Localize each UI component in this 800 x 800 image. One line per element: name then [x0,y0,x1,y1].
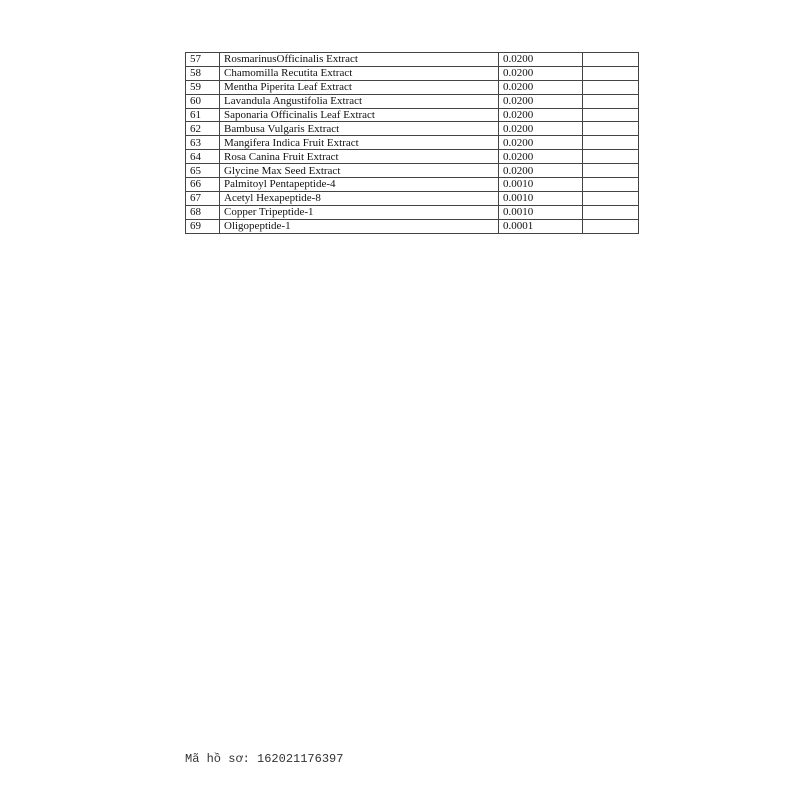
concentration: 0.0200 [498,93,583,109]
ingredient-name: Rosa Canina Fruit Extract [219,149,499,165]
table-row: 58 Chamomilla Recutita Extract 0.0200 [185,65,639,81]
concentration: 0.0010 [498,190,583,206]
ingredient-name: Glycine Max Seed Extract [219,163,499,179]
row-number: 69 [185,218,220,234]
concentration: 0.0200 [498,52,583,67]
row-number: 67 [185,190,220,206]
row-number: 58 [185,65,220,81]
ingredient-name: Palmitoyl Pentapeptide-4 [219,177,499,192]
concentration: 0.0200 [498,107,583,123]
concentration: 0.0001 [498,218,583,234]
table-row: 57 RosmarinusOfficinalis Extract 0.0200 [185,52,639,67]
concentration: 0.0200 [498,149,583,165]
concentration: 0.0200 [498,163,583,179]
ingredients-table: 57 RosmarinusOfficinalis Extract 0.0200 58 C… [185,52,639,234]
empty-cell [582,93,639,109]
empty-cell [582,121,639,137]
ingredient-name: Copper Tripeptide-1 [219,204,499,220]
row-number: 59 [185,79,220,95]
table-row: 64 Rosa Canina Fruit Extract 0.0200 [185,149,639,165]
empty-cell [582,52,639,67]
empty-cell [582,107,639,123]
table-row: 67 Acetyl Hexapeptide-8 0.0010 [185,190,639,206]
row-number: 57 [185,52,220,67]
row-number: 63 [185,135,220,151]
row-number: 66 [185,177,220,192]
row-number: 64 [185,149,220,165]
table-row: 68 Copper Tripeptide-1 0.0010 [185,204,639,220]
row-number: 61 [185,107,220,123]
row-number: 68 [185,204,220,220]
table-row: 61 Saponaria Officinalis Leaf Extract 0.02… [185,107,639,123]
empty-cell [582,190,639,206]
ingredient-name: Lavandula Angustifolia Extract [219,93,499,109]
table-row: 66 Palmitoyl Pentapeptide-4 0.0010 [185,177,639,192]
table-row: 62 Bambusa Vulgaris Extract 0.0200 [185,121,639,137]
row-number: 65 [185,163,220,179]
concentration: 0.0200 [498,79,583,95]
ingredient-name: Bambusa Vulgaris Extract [219,121,499,137]
row-number: 60 [185,93,220,109]
ingredient-name: Mangifera Indica Fruit Extract [219,135,499,151]
concentration: 0.0200 [498,135,583,151]
ingredient-name: Acetyl Hexapeptide-8 [219,190,499,206]
table-row: 69 Oligopeptide-1 0.0001 [185,218,639,234]
ingredient-name: Mentha Piperita Leaf Extract [219,79,499,95]
empty-cell [582,177,639,192]
empty-cell [582,218,639,234]
empty-cell [582,65,639,81]
empty-cell [582,79,639,95]
concentration: 0.0010 [498,204,583,220]
empty-cell [582,204,639,220]
concentration: 0.0200 [498,65,583,81]
concentration: 0.0010 [498,177,583,192]
ingredient-name: RosmarinusOfficinalis Extract [219,52,499,67]
table-row: 60 Lavandula Angustifolia Extract 0.0200 [185,93,639,109]
concentration: 0.0200 [498,121,583,137]
empty-cell [582,149,639,165]
table-row: 63 Mangifera Indica Fruit Extract 0.0200 [185,135,639,151]
record-code: Mã hồ sơ: 162021176397 [185,752,344,766]
empty-cell [582,163,639,179]
ingredient-name: Chamomilla Recutita Extract [219,65,499,81]
ingredient-name: Oligopeptide-1 [219,218,499,234]
table-row: 59 Mentha Piperita Leaf Extract 0.0200 [185,79,639,95]
table-row: 65 Glycine Max Seed Extract 0.0200 [185,163,639,179]
ingredient-name: Saponaria Officinalis Leaf Extract [219,107,499,123]
empty-cell [582,135,639,151]
row-number: 62 [185,121,220,137]
